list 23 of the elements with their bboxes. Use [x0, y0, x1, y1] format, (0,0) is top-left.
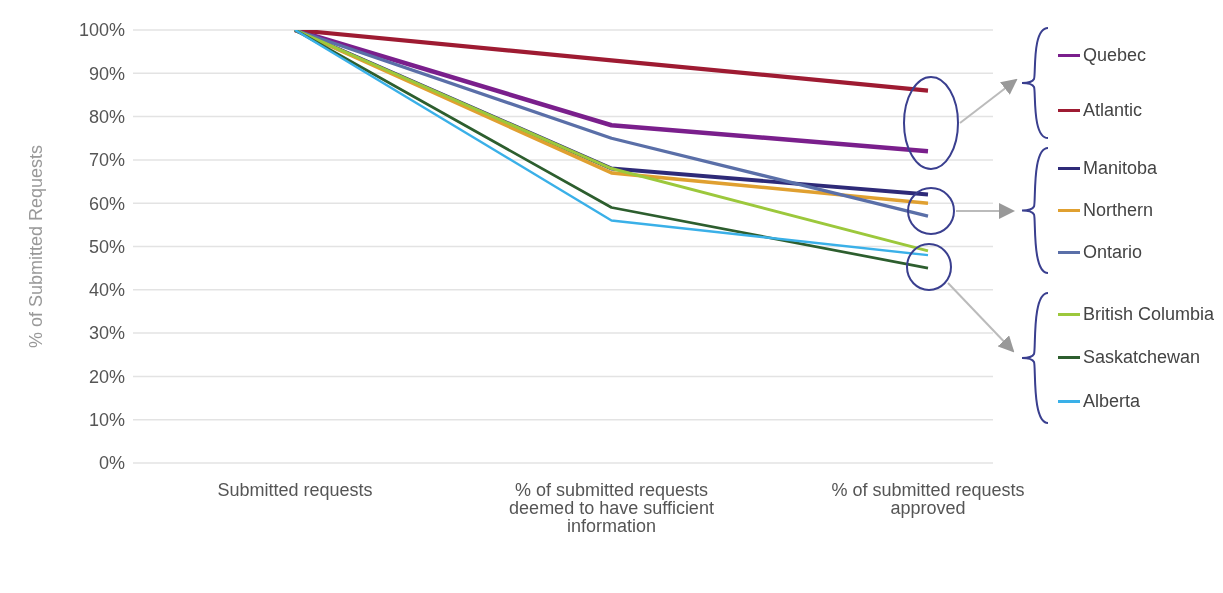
legend-label: Alberta — [1083, 390, 1142, 412]
y-tick-label: 90% — [88, 63, 125, 84]
x-tick-label: % of submitted requests approved — [831, 479, 1025, 518]
y-tick-label: 80% — [88, 106, 125, 127]
y-tick-label: 70% — [88, 150, 125, 171]
legend-label: Ontario — [1083, 241, 1144, 263]
y-tick-label: 40% — [88, 280, 125, 301]
x-tick-label: Submitted requests — [217, 479, 373, 500]
legend-label: Manitoba — [1083, 158, 1159, 180]
y-axis-title: % of Submitted Requests — [26, 144, 47, 349]
legend-label: Quebec — [1083, 45, 1148, 66]
y-tick-label: 50% — [88, 236, 125, 257]
legend-label: British Columbia — [1083, 304, 1216, 326]
y-tick-label: 60% — [88, 193, 125, 214]
y-tick-label: 100% — [78, 20, 125, 41]
y-tick-label: 0% — [98, 453, 125, 474]
legend-label: Saskatchewan — [1083, 347, 1202, 369]
y-tick-label: 30% — [88, 323, 125, 344]
y-tick-label: 10% — [88, 410, 125, 431]
legend-label: Northern — [1083, 199, 1155, 221]
legend-label: Atlantic — [1083, 100, 1144, 121]
y-tick-label: 20% — [88, 366, 125, 387]
x-tick-label: % of submitted requests deemed to have sufficient information — [509, 479, 714, 536]
